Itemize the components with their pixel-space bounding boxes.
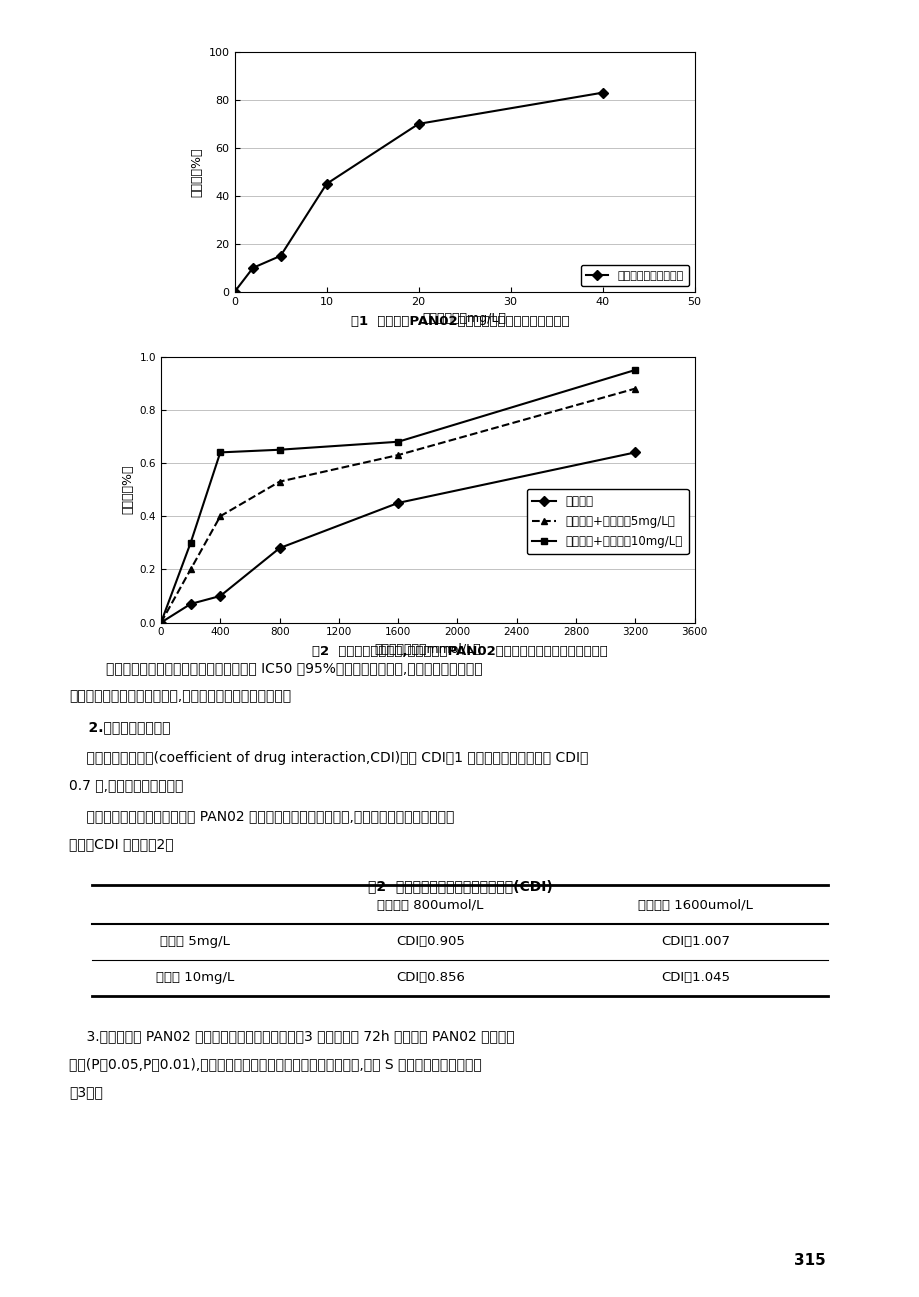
尼美舐利+姜黄素（5mg/L） xyxy=(185,562,196,577)
Text: 2.药物联合作用评价: 2.药物联合作用评价 xyxy=(69,720,170,734)
Legend: 姜黄素细胞生长抑制率: 姜黄素细胞生长抑制率 xyxy=(580,265,688,287)
X-axis label: 尼美舐利浓度（mmol/L）: 尼美舐利浓度（mmol/L） xyxy=(374,643,481,656)
Line: 尼美舐利: 尼美舐利 xyxy=(157,449,638,626)
尼美舐利 xyxy=(392,495,403,511)
尼美舐利+姜黄素（10mg/L） xyxy=(274,442,285,458)
Text: 尼美舐利 800umol/L: 尼美舐利 800umol/L xyxy=(377,899,483,912)
Text: 姜黄素 5mg/L: 姜黄素 5mg/L xyxy=(160,935,230,948)
尼美舐利+姜黄素（5mg/L） xyxy=(274,473,285,489)
X-axis label: 姜黄素浓度（mg/L）: 姜黄素浓度（mg/L） xyxy=(422,313,506,326)
Text: CDI＝1.045: CDI＝1.045 xyxy=(660,971,730,984)
Text: 度下。CDI 结果见表2。: 度下。CDI 结果见表2。 xyxy=(69,837,174,851)
Y-axis label: 抑制率（%）: 抑制率（%） xyxy=(121,464,134,515)
Text: 0.7 时,协同作用非常显著。: 0.7 时,协同作用非常显著。 xyxy=(69,778,183,792)
尼美舐利+姜黄素（5mg/L） xyxy=(392,447,403,463)
Text: 两药相互作用指数(coefficient of drug interaction,CDI)：当 CDI＜1 时两药有协同作用；当 CDI＜: 两药相互作用指数(coefficient of drug interaction… xyxy=(69,751,588,765)
Text: CDI＝0.856: CDI＝0.856 xyxy=(396,971,464,984)
Text: 315: 315 xyxy=(793,1253,824,1268)
尼美舐利+姜黄素（10mg/L） xyxy=(185,534,196,550)
Text: 图1  姜黄素对PAN02细胞增殖抑制作用的量效关系图: 图1 姜黄素对PAN02细胞增殖抑制作用的量效关系图 xyxy=(350,315,569,328)
Text: 姜黄素 10mg/L: 姜黄素 10mg/L xyxy=(155,971,234,984)
Text: 图2  联合应用姜黄素时,尼美舐利对PAN02细胞增殖抑制作用的量效关系图: 图2 联合应用姜黄素时,尼美舐利对PAN02细胞增殖抑制作用的量效关系图 xyxy=(312,645,607,658)
尼美舐利+姜黄素（10mg/L） xyxy=(155,615,166,630)
尼美舐利 xyxy=(185,597,196,612)
Text: 尼美舐利 1600umol/L: 尼美舐利 1600umol/L xyxy=(638,899,752,912)
尼美舐利+姜黄素（5mg/L） xyxy=(155,615,166,630)
Text: CDI＝0.905: CDI＝0.905 xyxy=(396,935,464,948)
Text: 姜黄素与尼美舐利联合作用对 PAN02 细胞增殖抑制显示协同作用,但其协同作用在一定药物浓: 姜黄素与尼美舐利联合作用对 PAN02 细胞增殖抑制显示协同作用,但其协同作用在… xyxy=(69,809,454,824)
Y-axis label: 抑制率（%）: 抑制率（%） xyxy=(190,147,203,197)
Text: 3.不同药物对 PAN02 细胞周期及凋亡比例的影响：3 组药物作用 72h 后均出现 PAN02 细胞明显: 3.不同药物对 PAN02 细胞周期及凋亡比例的影响：3 组药物作用 72h 后… xyxy=(69,1030,514,1044)
Text: 表3）。: 表3）。 xyxy=(69,1086,103,1100)
Line: 尼美舐利+姜黄素（5mg/L）: 尼美舐利+姜黄素（5mg/L） xyxy=(157,385,638,626)
Text: 单纯尼美舐利与联合应用姜黄素所对应的 IC50 的95%可信区间没有重叠,说明联合应用姜黄素: 单纯尼美舐利与联合应用姜黄素所对应的 IC50 的95%可信区间没有重叠,说明联… xyxy=(106,661,482,676)
Line: 尼美舐利+姜黄素（10mg/L）: 尼美舐利+姜黄素（10mg/L） xyxy=(157,367,638,626)
尼美舐利 xyxy=(155,615,166,630)
尼美舐利+姜黄素（10mg/L） xyxy=(630,362,641,377)
尼美舐利+姜黄素（5mg/L） xyxy=(214,508,225,524)
尼美舐利 xyxy=(630,445,641,460)
尼美舐利 xyxy=(274,541,285,556)
尼美舐利+姜黄素（10mg/L） xyxy=(392,434,403,450)
Text: 凋亡(P＜0.05,P＜0.01),但仅在姜黄素组出现有意义的细胞周期改变,进入 S 期的细胞明显减少（见: 凋亡(P＜0.05,P＜0.01),但仅在姜黄素组出现有意义的细胞周期改变,进入… xyxy=(69,1057,482,1071)
Text: 可以明显减少尼美舐利的用量,但姜黄素组间未见明显差别。: 可以明显减少尼美舐利的用量,但姜黄素组间未见明显差别。 xyxy=(69,690,290,703)
Text: CDI＝1.007: CDI＝1.007 xyxy=(660,935,730,948)
Legend: 尼美舐利, 尼美舐利+姜黄素（5mg/L）, 尼美舐利+姜黄素（10mg/L）: 尼美舐利, 尼美舐利+姜黄素（5mg/L）, 尼美舐利+姜黄素（10mg/L） xyxy=(526,489,688,554)
Text: 表2  姜黄素与尼美舐利联合作用指数(CDI): 表2 姜黄素与尼美舐利联合作用指数(CDI) xyxy=(368,879,551,892)
尼美舐利+姜黄素（10mg/L） xyxy=(214,445,225,460)
尼美舐利+姜黄素（5mg/L） xyxy=(630,381,641,397)
尼美舐利 xyxy=(214,589,225,604)
